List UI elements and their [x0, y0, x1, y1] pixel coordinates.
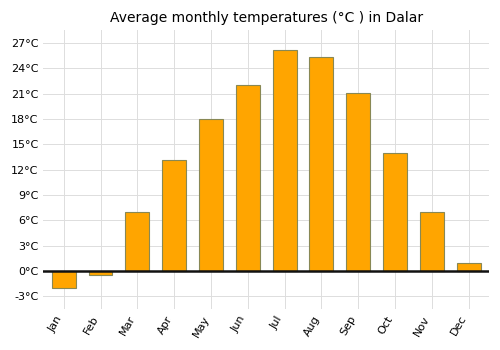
Bar [420, 212, 444, 271]
Bar [52, 271, 76, 288]
Title: Average monthly temperatures (°C ) in Dalar: Average monthly temperatures (°C ) in Da… [110, 11, 422, 25]
Bar [162, 160, 186, 271]
Bar [346, 93, 370, 271]
Bar [383, 153, 407, 271]
Bar [236, 85, 260, 271]
Bar [272, 50, 296, 271]
Bar [88, 271, 112, 275]
Bar [126, 212, 150, 271]
Bar [456, 262, 480, 271]
Bar [199, 119, 223, 271]
Bar [310, 57, 334, 271]
